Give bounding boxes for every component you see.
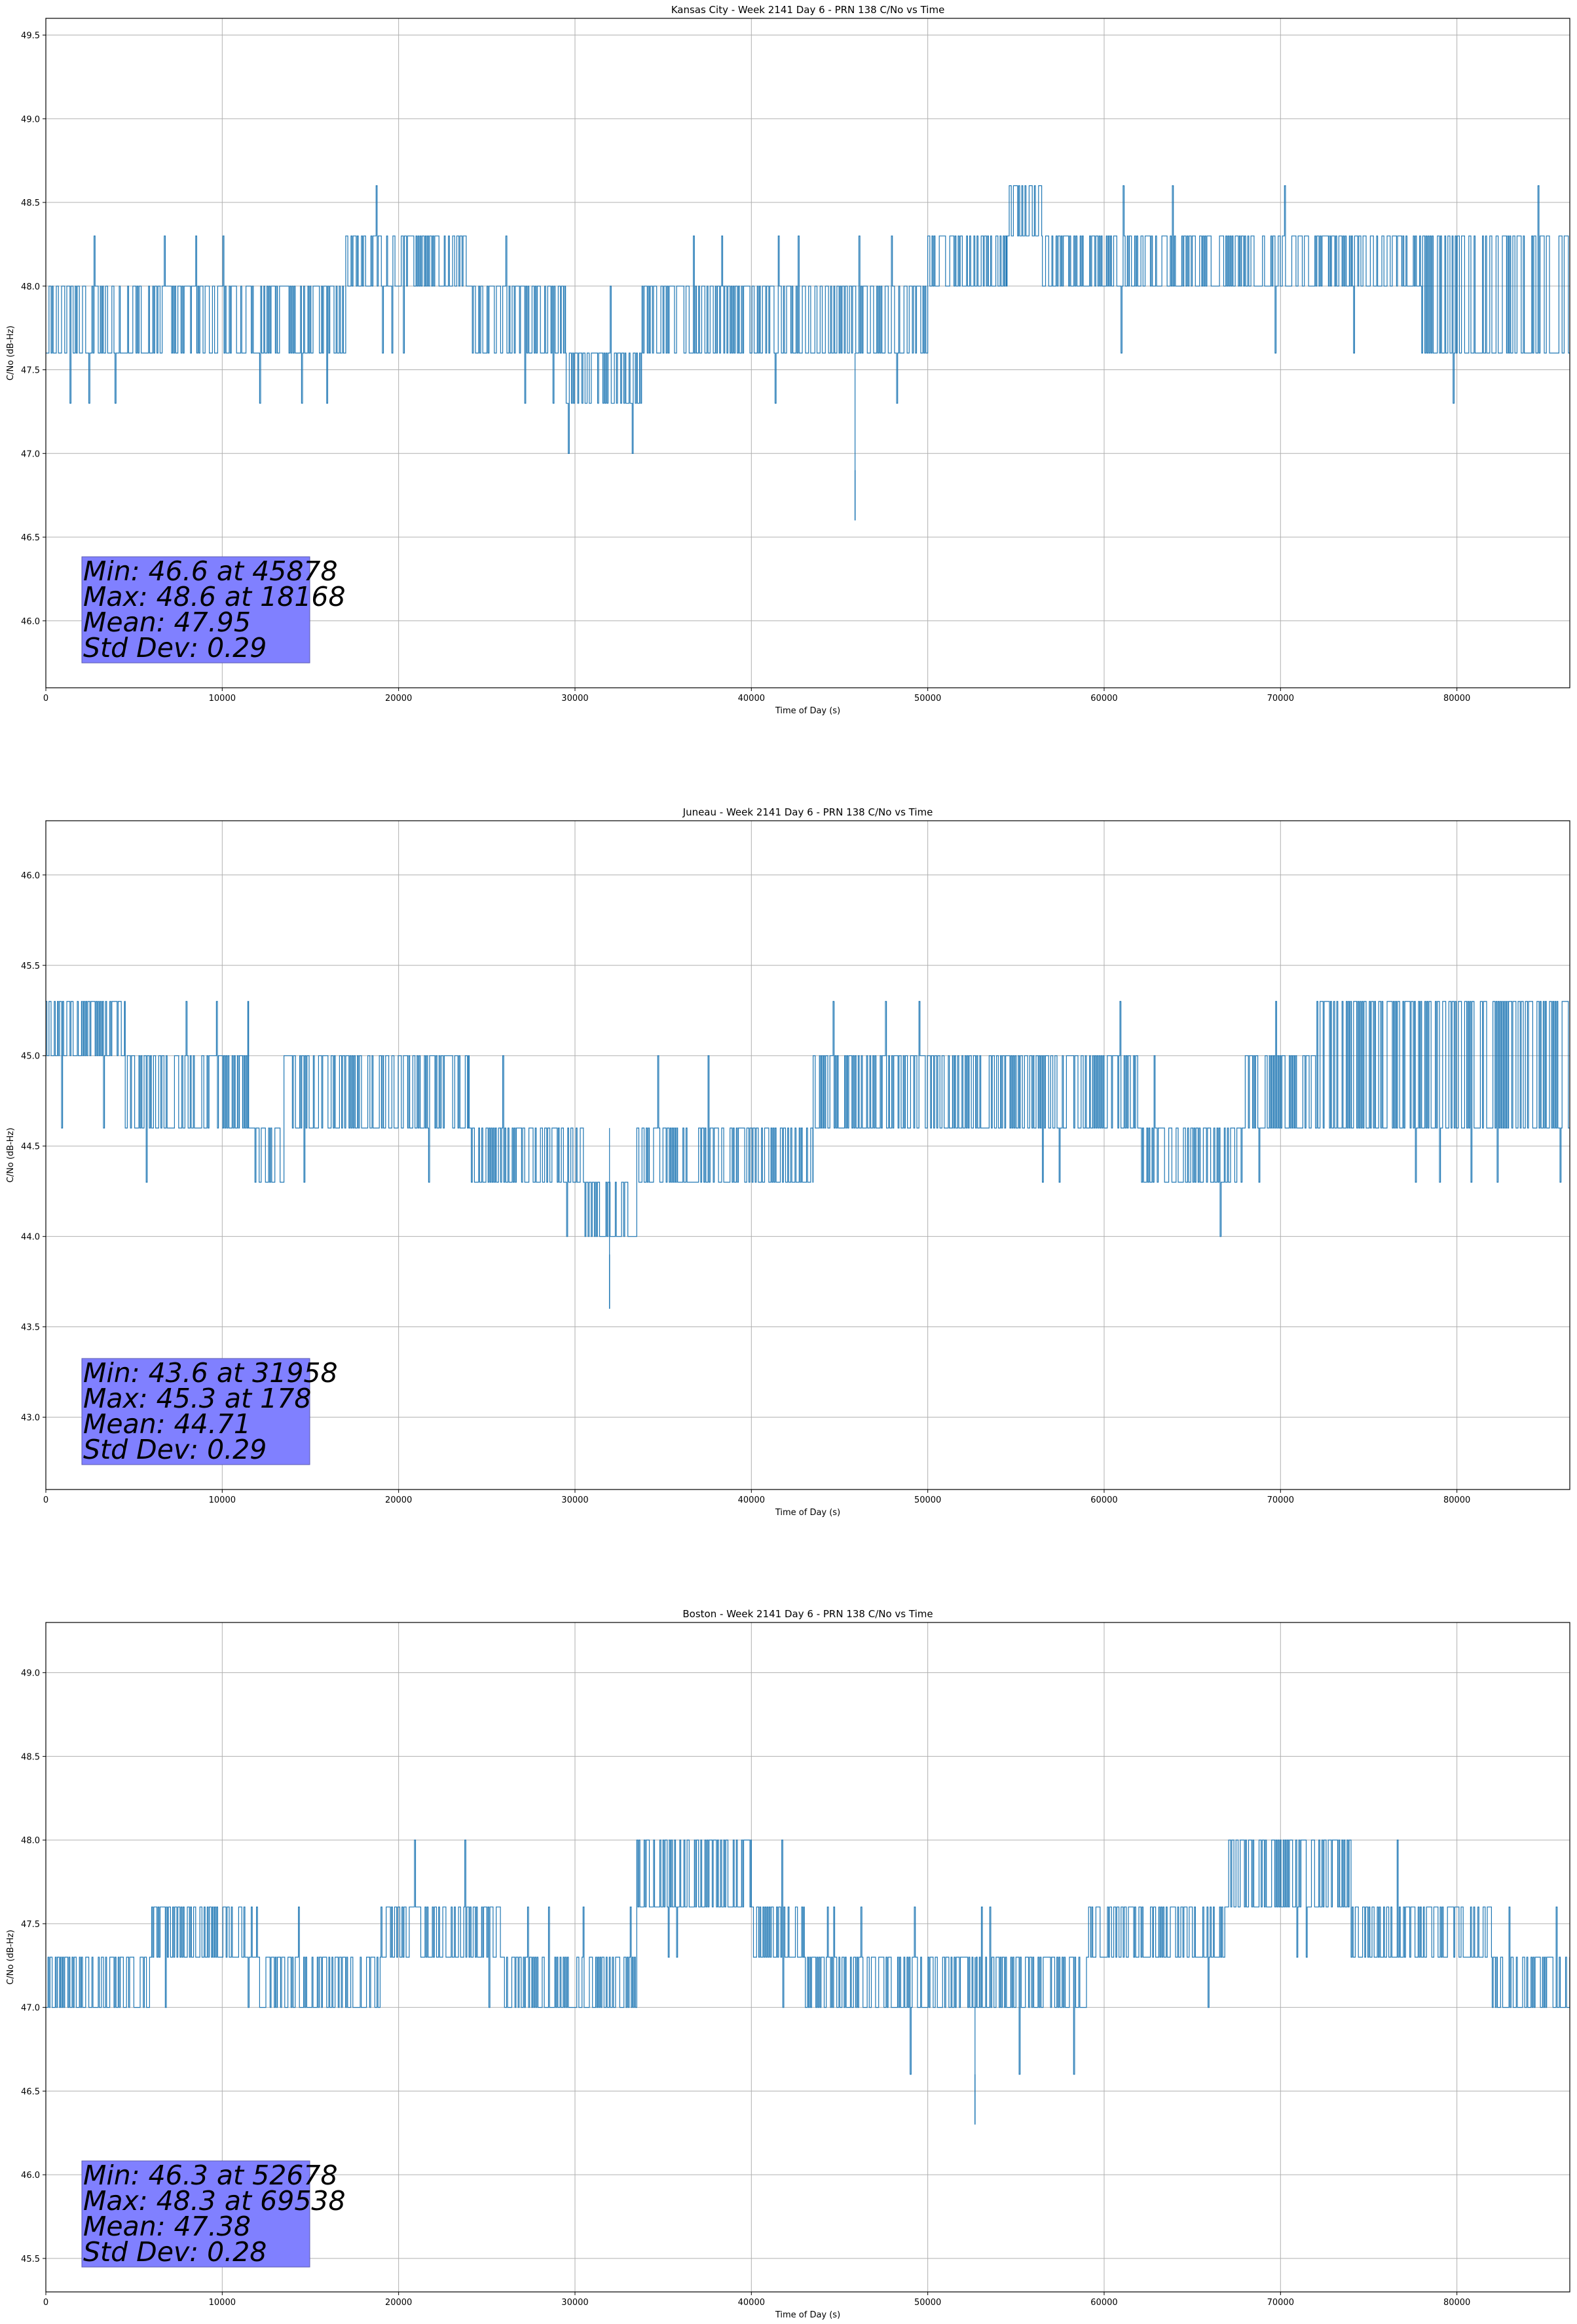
- x-axis: 0 10000 20000 30000 40000 50000 60000 70000 8000…: [43, 1490, 1470, 1505]
- y-tick-label: 48.0: [21, 282, 40, 292]
- y-axis: 46.0 46.5 47.0 47.5 48.0 48.5 49.0 49.5: [21, 31, 46, 627]
- stats-line: Std Dev: 0.29: [83, 1434, 267, 1465]
- y-tick-label: 49.0: [21, 115, 40, 124]
- series-line-cno: [46, 1001, 1570, 1309]
- chart-panel-boston: 0 10000 20000 30000 40000 50000 60000 70000 8000…: [6, 1608, 1570, 2320]
- x-tick-label: 70000: [1267, 1495, 1294, 1505]
- y-tick-label: 44.0: [21, 1233, 40, 1243]
- y-axis: 45.5 46.0 46.5 47.0 47.5 48.0 48.5 49.0: [21, 1669, 46, 2264]
- y-tick-label: 47.5: [21, 1920, 40, 1930]
- y-axis-label: C/No (dB-Hz): [6, 1128, 16, 1183]
- y-tick-label: 45.0: [21, 1052, 40, 1062]
- x-tick-label: 10000: [209, 1495, 236, 1505]
- stats-line: Mean: 47.95: [83, 607, 251, 638]
- y-tick-label: 48.0: [21, 1836, 40, 1846]
- stats-line: Mean: 47.38: [83, 2211, 251, 2242]
- stats-line: Min: 46.3 at 52678: [83, 2160, 338, 2191]
- x-tick-label: 10000: [209, 2298, 236, 2308]
- x-tick-label: 0: [43, 2298, 48, 2308]
- x-tick-label: 80000: [1443, 694, 1470, 703]
- stats-line: Std Dev: 0.29: [83, 632, 267, 664]
- plot-frame: [45, 18, 1570, 688]
- chart-title: Juneau - Week 2141 Day 6 - PRN 138 C/No …: [682, 806, 933, 818]
- y-tick-label: 49.0: [21, 1669, 40, 1679]
- stats-line: Max: 45.3 at 178: [83, 1383, 311, 1414]
- y-tick-label: 49.5: [21, 31, 40, 41]
- y-tick-label: 46.5: [21, 533, 40, 543]
- chart-panel-kansas-city: 0 10000 20000 30000 40000 50000 60000 70000 8000…: [6, 4, 1570, 716]
- y-tick-label: 48.5: [21, 1752, 40, 1762]
- y-tick-label: 45.5: [21, 962, 40, 971]
- chart-panel-juneau: 0 10000 20000 30000 40000 50000 60000 70000 8000…: [6, 806, 1570, 1518]
- y-axis: 43.0 43.5 44.0 44.5 45.0 45.5 46.0: [21, 871, 46, 1423]
- y-axis-label: C/No (dB-Hz): [6, 1930, 16, 1985]
- x-tick-label: 80000: [1443, 2298, 1470, 2308]
- y-tick-label: 46.5: [21, 2087, 40, 2097]
- x-tick-label: 70000: [1267, 694, 1294, 703]
- y-tick-label: 46.0: [21, 617, 40, 627]
- y-tick-label: 47.0: [21, 449, 40, 459]
- stats-line: Mean: 44.71: [83, 1408, 251, 1440]
- stats-line: Std Dev: 0.28: [83, 2236, 267, 2268]
- x-tick-label: 10000: [209, 694, 236, 703]
- stats-line: Min: 46.6 at 45878: [83, 555, 338, 587]
- x-tick-label: 70000: [1267, 2298, 1294, 2308]
- y-tick-label: 47.0: [21, 2004, 40, 2014]
- x-tick-label: 50000: [914, 694, 941, 703]
- x-axis-label: Time of Day (s): [775, 1508, 840, 1518]
- x-tick-label: 60000: [1090, 694, 1117, 703]
- x-axis-label: Time of Day (s): [775, 706, 840, 716]
- series-line-cno: [46, 185, 1570, 521]
- x-tick-label: 60000: [1090, 1495, 1117, 1505]
- x-tick-label: 60000: [1090, 2298, 1117, 2308]
- y-tick-label: 47.5: [21, 366, 40, 376]
- x-axis: 0 10000 20000 30000 40000 50000 60000 70000 8000…: [43, 2292, 1470, 2308]
- x-tick-label: 80000: [1443, 1495, 1470, 1505]
- chart-title: Kansas City - Week 2141 Day 6 - PRN 138 …: [671, 4, 945, 16]
- y-tick-label: 43.5: [21, 1323, 40, 1333]
- x-tick-label: 40000: [738, 694, 765, 703]
- stats-box: [81, 2160, 310, 2268]
- x-tick-label: 30000: [561, 694, 588, 703]
- x-axis: 0 10000 20000 30000 40000 50000 60000 70000 8000…: [43, 688, 1470, 703]
- x-tick-label: 40000: [738, 2298, 765, 2308]
- x-tick-label: 50000: [914, 2298, 941, 2308]
- y-tick-label: 46.0: [21, 871, 40, 881]
- x-tick-label: 40000: [738, 1495, 765, 1505]
- x-tick-label: 20000: [385, 694, 412, 703]
- x-axis-label: Time of Day (s): [775, 2310, 840, 2320]
- stats-box: [81, 556, 310, 664]
- x-tick-label: 20000: [385, 2298, 412, 2308]
- x-tick-label: 30000: [561, 1495, 588, 1505]
- y-tick-label: 43.0: [21, 1414, 40, 1423]
- y-tick-label: 45.5: [21, 2255, 40, 2264]
- stats-line: Min: 43.6 at 31958: [83, 1357, 338, 1389]
- y-tick-label: 48.5: [21, 198, 40, 208]
- x-tick-label: 30000: [561, 2298, 588, 2308]
- x-tick-label: 50000: [914, 1495, 941, 1505]
- x-tick-label: 0: [43, 1495, 48, 1505]
- plot-frame: [45, 820, 1570, 1490]
- y-tick-label: 46.0: [21, 2171, 40, 2181]
- series-line-cno: [46, 1839, 1570, 2125]
- plot-frame: [45, 1622, 1570, 2293]
- chart-title: Boston - Week 2141 Day 6 - PRN 138 C/No …: [682, 1608, 933, 1620]
- stats-line: Max: 48.6 at 18168: [83, 581, 346, 612]
- y-axis-label: C/No (dB-Hz): [6, 326, 16, 381]
- x-tick-label: 20000: [385, 1495, 412, 1505]
- stats-box: [81, 1358, 310, 1465]
- stats-line: Max: 48.3 at 69538: [83, 2185, 346, 2217]
- x-tick-label: 0: [43, 694, 48, 703]
- y-tick-label: 44.5: [21, 1142, 40, 1152]
